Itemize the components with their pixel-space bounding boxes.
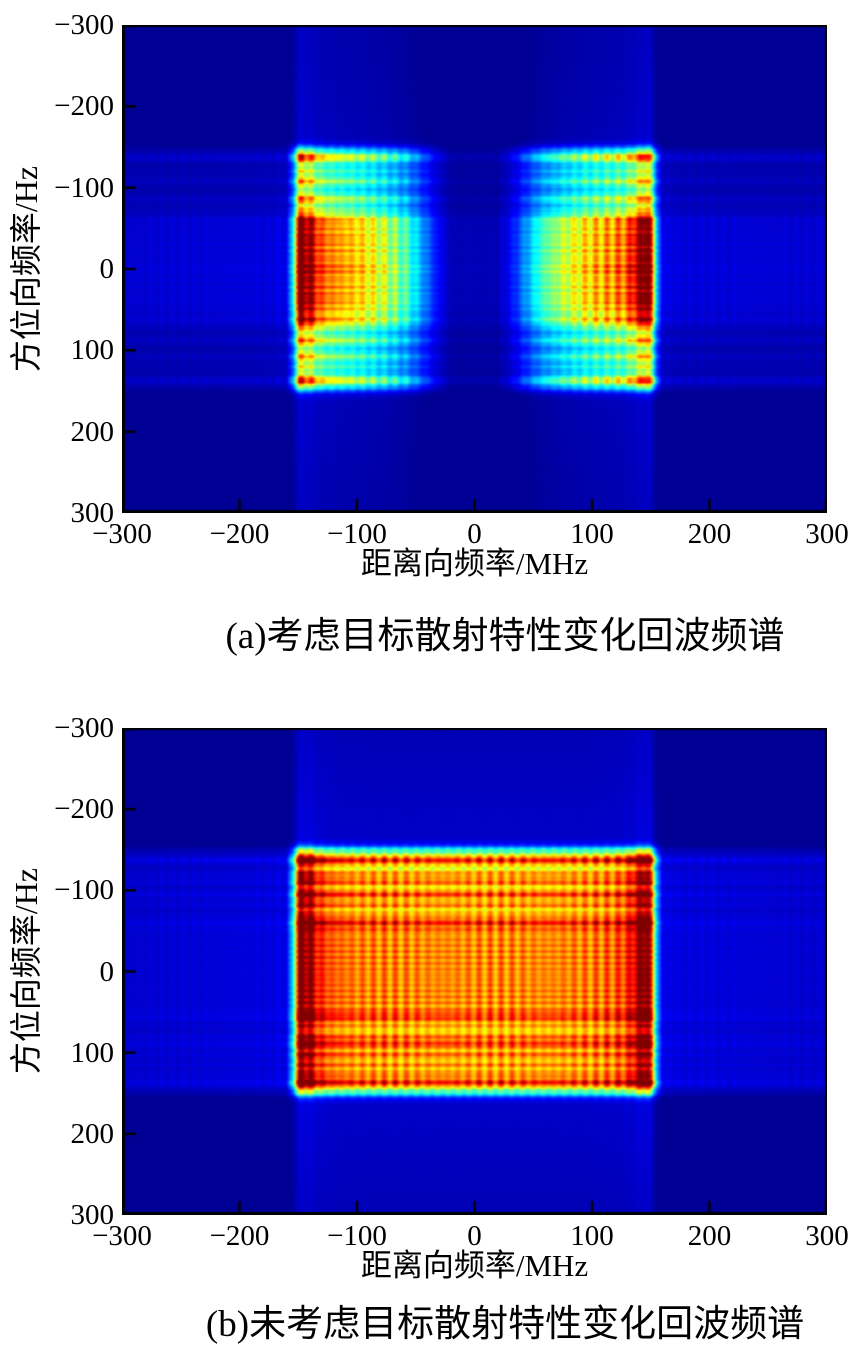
y-tick-label: 200 [70, 415, 115, 448]
y-tick-label: −300 [54, 712, 114, 744]
y-tick-label: −200 [54, 793, 114, 826]
y-tick-label: 0 [99, 253, 115, 285]
x-tick-label: 200 [687, 518, 732, 550]
x-tick-label: −300 [92, 1220, 152, 1252]
x-axis-label-a: 距离向频率/MHz [360, 546, 589, 581]
y-tick-label: −100 [54, 171, 114, 204]
y-tick-label: −100 [54, 874, 114, 907]
x-axis-label-b: 距离向频率/MHz [360, 1248, 589, 1283]
panel-caption-a: (a)考虑目标散射特性变化回波频谱 [225, 616, 785, 657]
x-tick-label: −200 [209, 1220, 270, 1252]
y-tick-label: 100 [70, 1036, 115, 1069]
x-tick-label: 200 [687, 1220, 732, 1252]
x-tick-label: −100 [327, 1220, 387, 1252]
y-tick-label: −300 [54, 9, 114, 41]
x-tick-label: −200 [209, 518, 270, 550]
y-tick-label: 0 [99, 955, 115, 988]
x-tick-label: 0 [467, 1220, 482, 1252]
x-tick-label: −300 [92, 518, 152, 550]
x-tick-label: 100 [570, 1220, 614, 1252]
y-tick-label: 300 [70, 497, 115, 529]
x-tick-label: 0 [467, 518, 482, 550]
y-tick-label: 200 [70, 1117, 115, 1150]
y-tick-label: 300 [70, 1199, 115, 1231]
x-tick-label: 100 [570, 518, 614, 550]
heatmap-panel-b [122, 728, 827, 1215]
x-tick-label: −100 [327, 518, 387, 550]
y-tick-label: 100 [70, 334, 115, 367]
x-tick-label: 300 [805, 518, 849, 550]
panel-caption-b: (b)未考虑目标散射特性变化回波频谱 [205, 1304, 805, 1345]
heatmap-panel-a [122, 25, 827, 513]
x-tick-label: 300 [805, 1220, 849, 1252]
y-tick-label: −200 [54, 90, 114, 123]
